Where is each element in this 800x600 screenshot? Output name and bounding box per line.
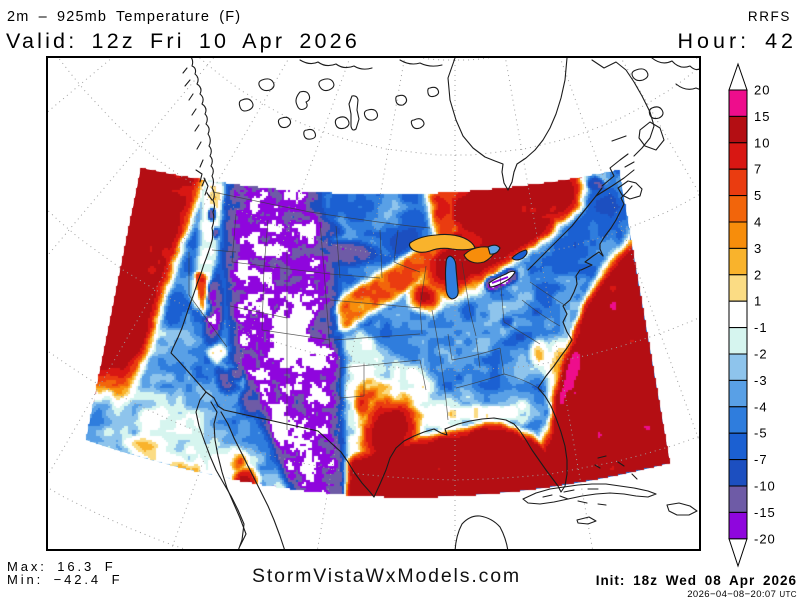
svg-text:3: 3 (754, 241, 762, 256)
svg-text:20: 20 (754, 83, 770, 98)
svg-text:1: 1 (754, 294, 762, 309)
svg-text:-7: -7 (754, 452, 768, 467)
svg-text:Min: −42.4 F: Min: −42.4 F (7, 572, 122, 587)
svg-text:10: 10 (754, 135, 770, 150)
svg-text:-2: -2 (754, 347, 768, 362)
svg-text:-1: -1 (754, 320, 768, 335)
svg-text:7: 7 (754, 162, 762, 177)
svg-text:-10: -10 (754, 479, 776, 494)
svg-text:Valid: 12z Fri 10 Apr 2026: Valid: 12z Fri 10 Apr 2026 (6, 29, 360, 53)
svg-text:2: 2 (754, 267, 762, 282)
svg-text:4: 4 (754, 215, 762, 230)
svg-text:-4: -4 (754, 399, 768, 414)
svg-text:Hour: 42: Hour: 42 (678, 29, 797, 53)
svg-text:15: 15 (754, 109, 770, 124)
svg-text:-3: -3 (754, 373, 768, 388)
svg-text:2026−04−08−20:07 UTC: 2026−04−08−20:07 UTC (687, 589, 797, 600)
svg-text:5: 5 (754, 188, 762, 203)
svg-text:StormVistaWxModels.com: StormVistaWxModels.com (252, 565, 521, 587)
svg-text:RRFS: RRFS (748, 9, 791, 24)
svg-text:-5: -5 (754, 426, 768, 441)
svg-text:-20: -20 (754, 531, 776, 546)
svg-text:Init: 18z Wed 08 Apr 2026: Init: 18z Wed 08 Apr 2026 (596, 573, 797, 588)
svg-text:Max: 16.3 F: Max: 16.3 F (7, 559, 116, 574)
svg-text:-15: -15 (754, 505, 776, 520)
svg-text:2m – 925mb Temperature (F): 2m – 925mb Temperature (F) (7, 9, 241, 25)
